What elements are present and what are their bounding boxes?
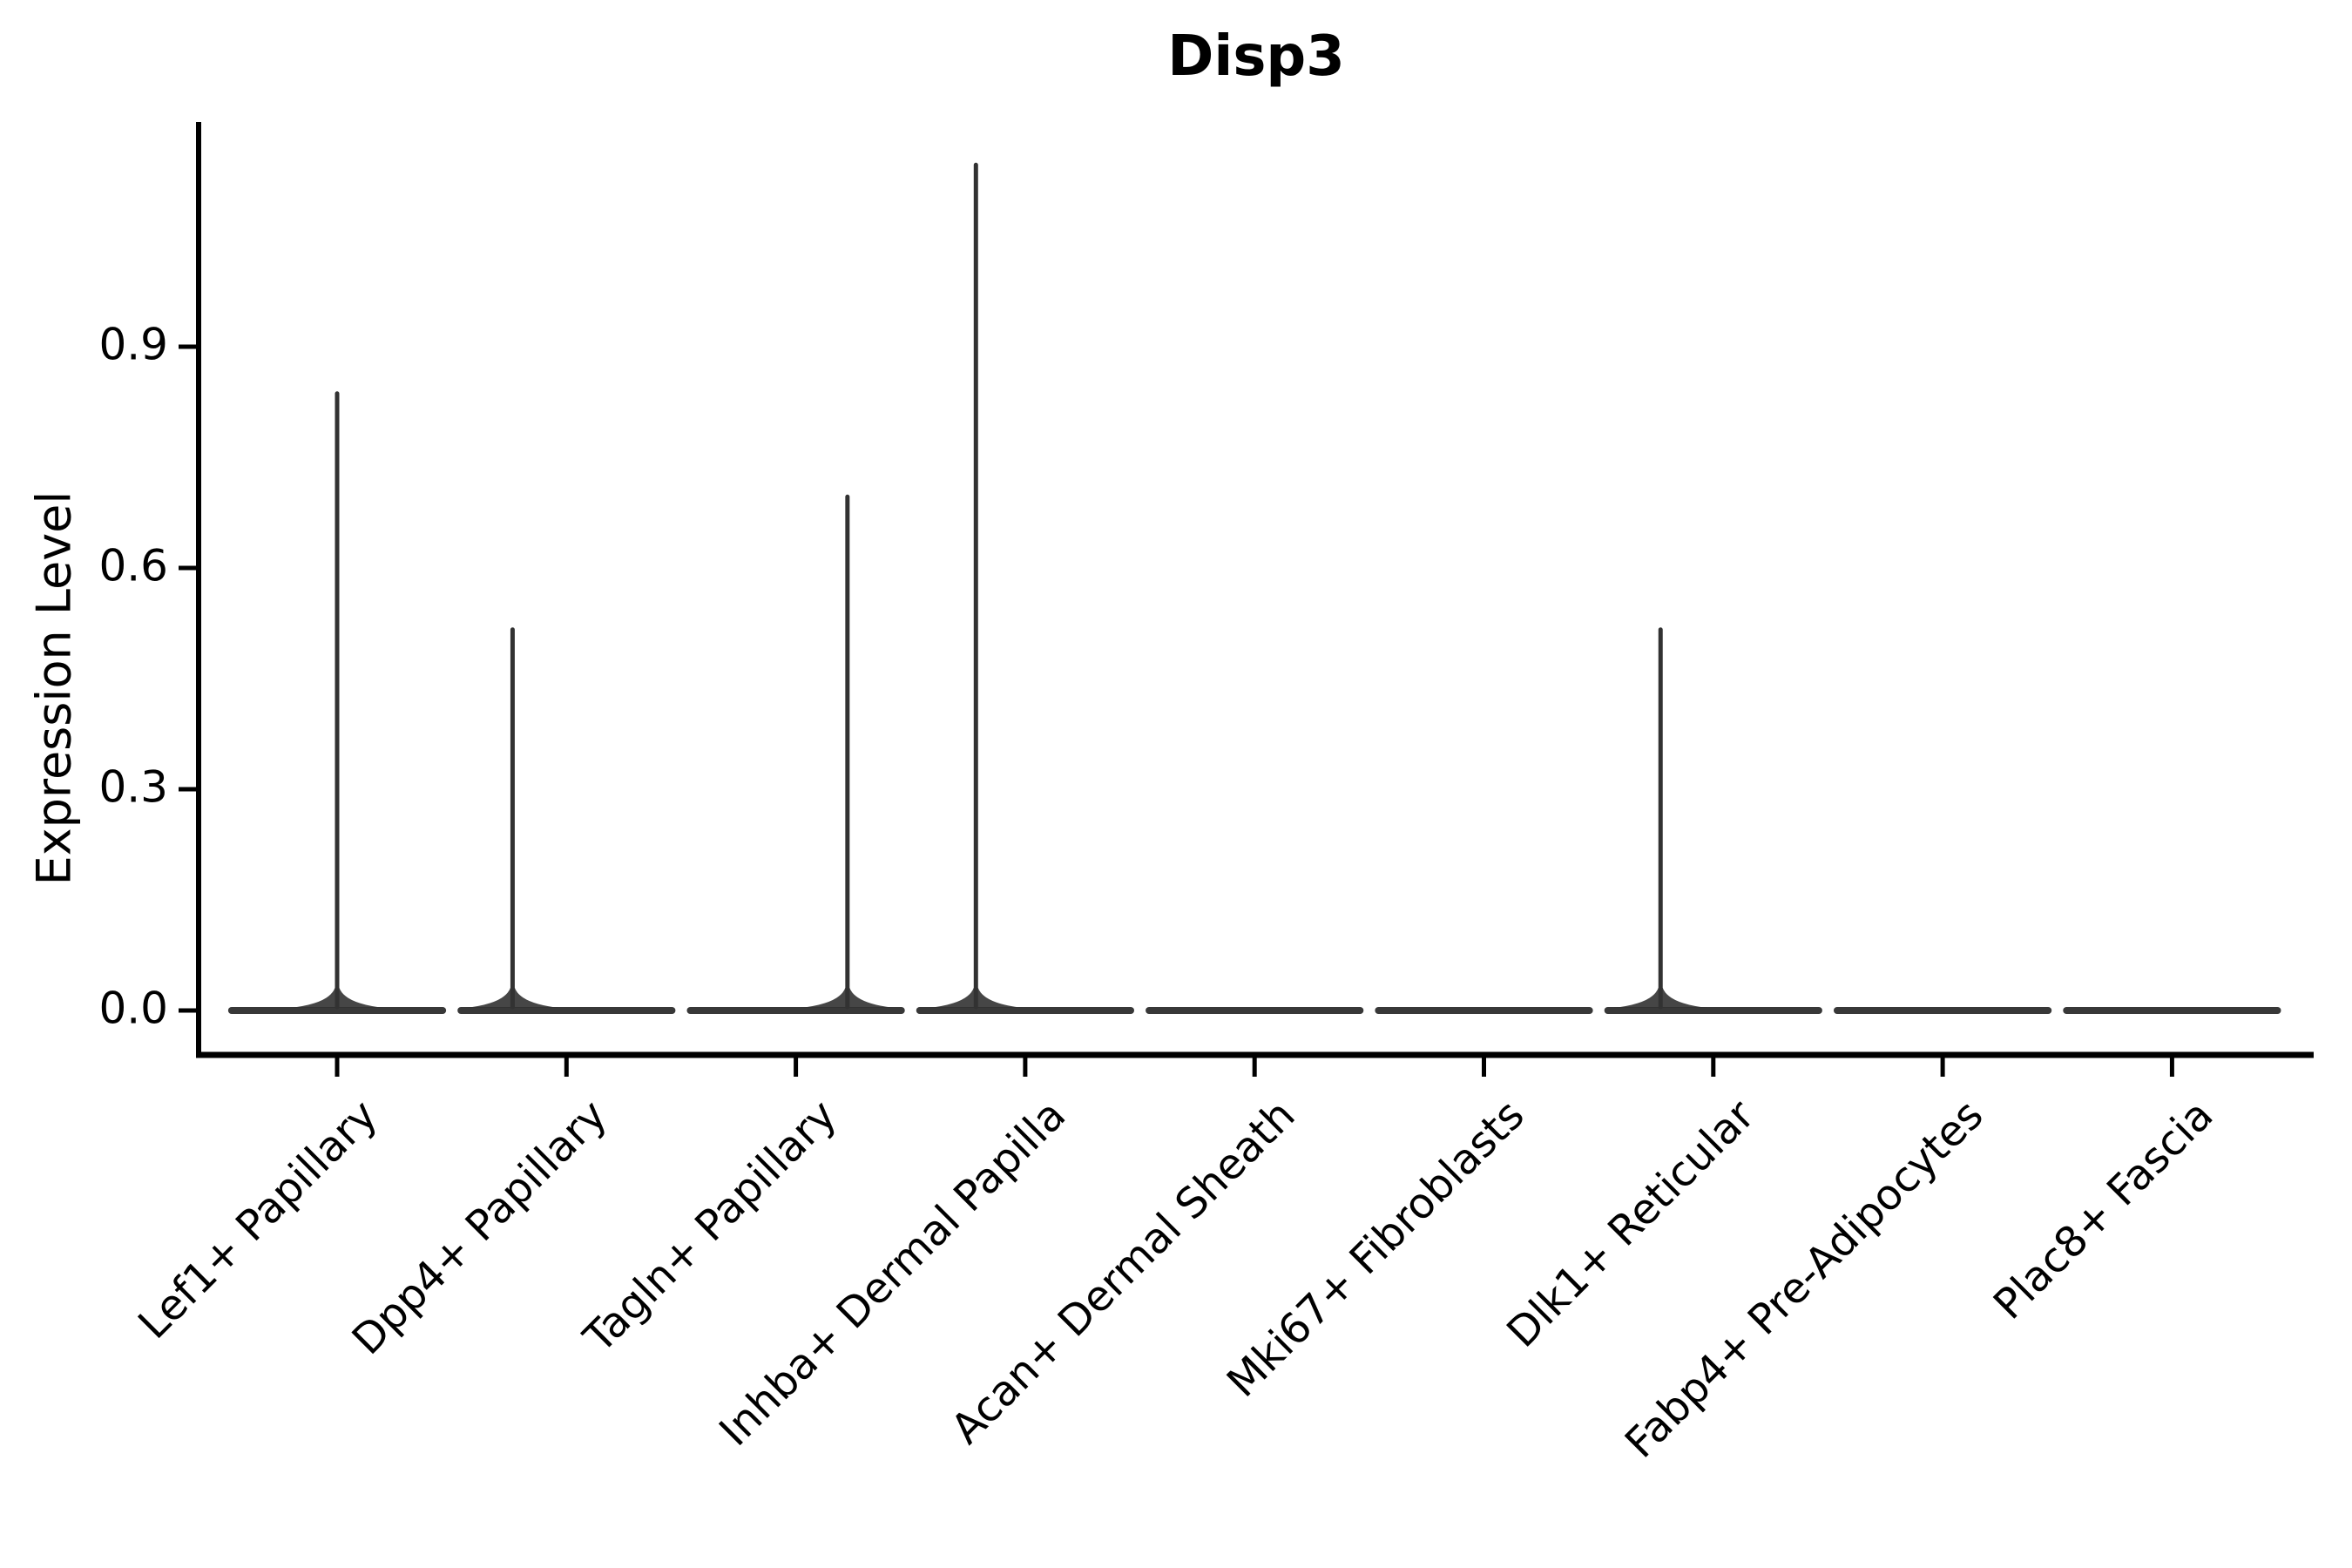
- y-tick-label: 0.0: [98, 983, 168, 1034]
- y-tick-label: 0.6: [98, 540, 168, 591]
- y-tick-label: 0.3: [98, 761, 168, 813]
- chart-title: Disp3: [1167, 24, 1345, 89]
- y-axis-label: Expression Level: [26, 490, 82, 886]
- y-tick-label: 0.9: [98, 319, 168, 370]
